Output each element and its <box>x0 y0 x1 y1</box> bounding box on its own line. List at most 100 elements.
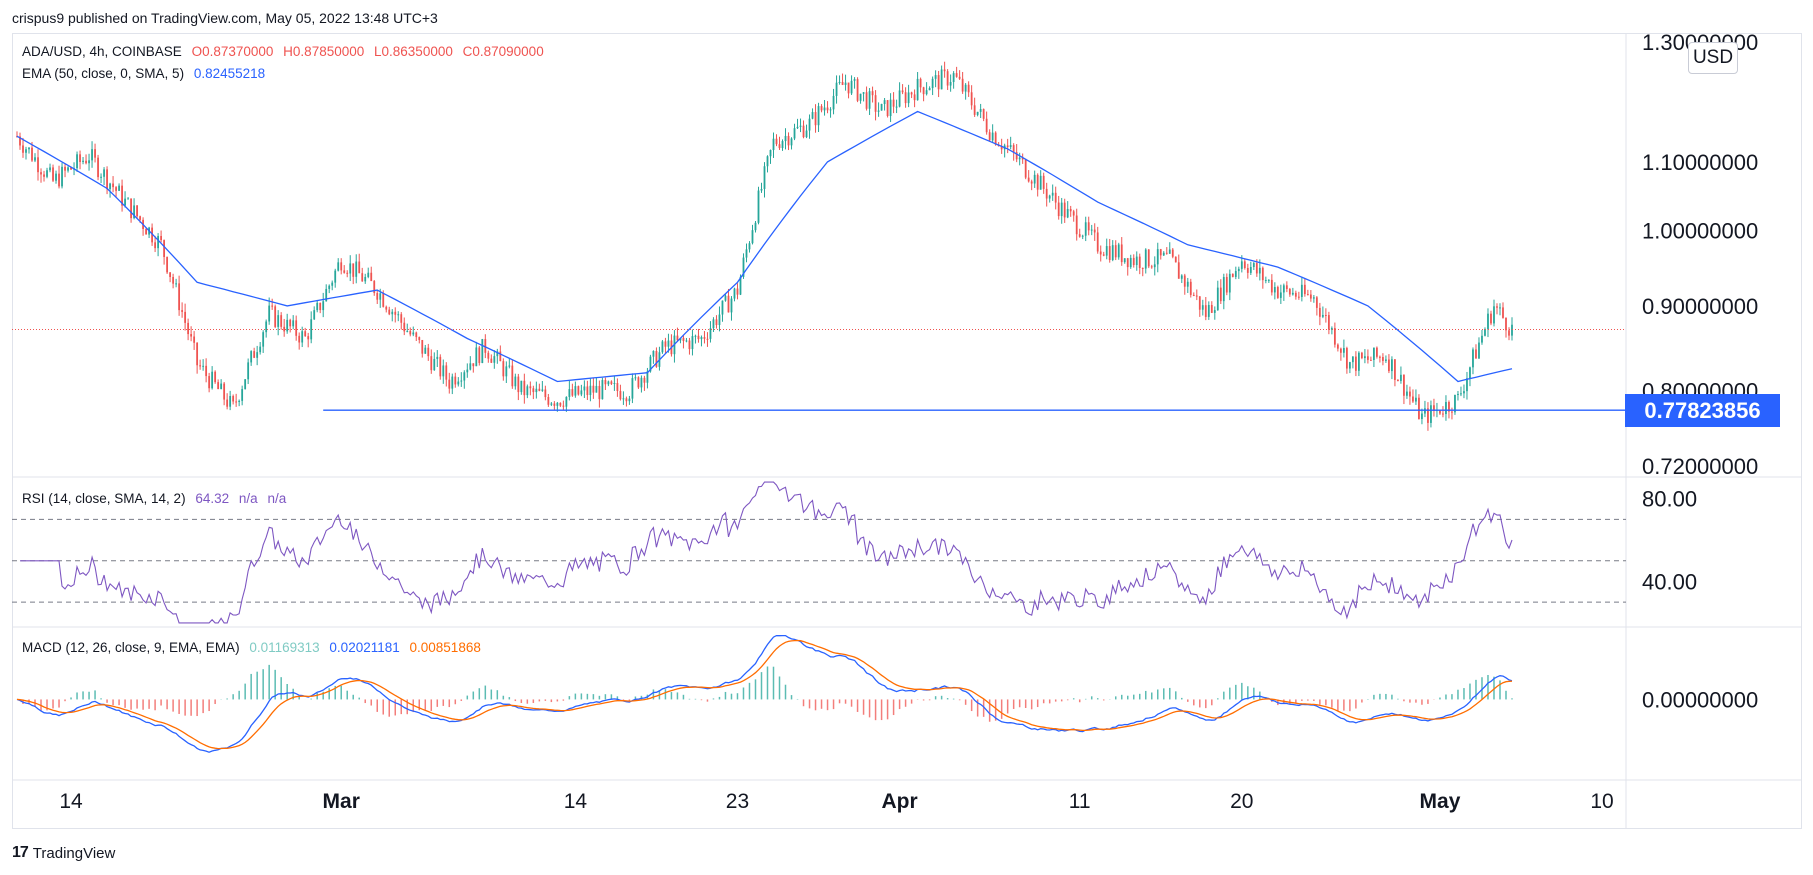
candle-body <box>292 320 295 327</box>
candle-body <box>1466 378 1468 392</box>
candle-body <box>787 135 790 146</box>
macd-hist-value: 0.01169313 <box>249 640 320 655</box>
candle-body <box>406 331 409 333</box>
candle-body <box>832 95 835 110</box>
macd-line-value: 0.02021181 <box>329 640 400 655</box>
candle-body <box>409 331 412 335</box>
low-value: L0.86350000 <box>374 44 453 59</box>
candle-body <box>1075 215 1078 235</box>
candle-body <box>1324 314 1327 316</box>
candle-body <box>1472 349 1474 368</box>
candle-body <box>928 88 931 91</box>
candle-body <box>1162 252 1165 256</box>
candle-body <box>49 167 51 171</box>
candle-body <box>514 376 517 387</box>
candle-body <box>310 319 313 340</box>
candle-body <box>307 336 310 340</box>
candle-body <box>211 371 214 389</box>
candle-body <box>742 257 745 277</box>
candle-body <box>58 173 60 187</box>
candle-body <box>439 356 442 377</box>
candle-body <box>1373 347 1375 361</box>
candle-body <box>592 385 595 393</box>
tradingview-logo[interactable]: 17 TradingView <box>12 844 115 862</box>
rsi-pane <box>12 481 1626 624</box>
candle-body <box>355 261 358 277</box>
candle-body <box>757 190 760 223</box>
ema-label[interactable]: EMA (50, close, 0, SMA, 5) <box>22 66 185 81</box>
candle-body <box>493 356 496 363</box>
candle-body <box>232 396 235 402</box>
candle-body <box>169 272 172 277</box>
candle-body <box>1195 295 1198 297</box>
candle-body <box>874 95 877 112</box>
chart-frame[interactable] <box>12 33 1802 829</box>
time-tick-label: 10 <box>1590 790 1613 813</box>
candle-body <box>1354 356 1357 371</box>
candle-body <box>37 157 39 173</box>
rsi-line <box>20 481 1513 624</box>
candle-body <box>223 383 226 400</box>
candle-body <box>175 283 178 285</box>
candle-body <box>1385 359 1387 361</box>
candle-body <box>1198 296 1201 310</box>
candle-body <box>1475 349 1477 359</box>
candle-body <box>187 322 190 335</box>
candle-body <box>1054 192 1057 203</box>
candle-body <box>862 92 865 94</box>
candle-body <box>1102 254 1105 256</box>
candle-body <box>361 273 364 282</box>
candle-body <box>1333 328 1336 345</box>
candle-body <box>388 309 391 315</box>
candle-body <box>1490 313 1492 324</box>
candle-body <box>991 132 994 141</box>
candle-body <box>430 356 433 371</box>
candle-body <box>1306 294 1309 296</box>
candle-body <box>214 371 217 383</box>
rsi-label[interactable]: RSI (14, close, SMA, 14, 2) <box>22 491 186 506</box>
candle-body <box>1469 367 1471 379</box>
candle-body <box>133 205 135 219</box>
candle-body <box>1006 145 1009 148</box>
candle-body <box>595 385 598 393</box>
candle-body <box>952 73 955 83</box>
candle-body <box>1363 356 1366 359</box>
candle-body <box>763 166 766 189</box>
candle-body <box>1357 352 1360 371</box>
candle-body <box>802 125 805 138</box>
candle-body <box>109 183 111 190</box>
candle-body <box>1081 235 1084 237</box>
candle-body <box>910 92 913 95</box>
candle-body <box>25 149 27 153</box>
candle-body <box>1066 208 1069 218</box>
candle-body <box>1045 188 1048 199</box>
symbol-label[interactable]: ADA/USD, 4h, COINBASE <box>22 44 182 59</box>
candle-body <box>913 94 916 101</box>
candle-body <box>1105 246 1108 256</box>
price-legend: ADA/USD, 4h, COINBASE O0.87370000 H0.878… <box>22 44 550 59</box>
candle-body <box>64 166 66 171</box>
price-tick-label: 1.00000000 <box>1642 218 1758 243</box>
candle-body <box>1463 391 1465 394</box>
candle-body <box>1186 281 1189 287</box>
price-tick-label: 0.72000000 <box>1642 454 1758 479</box>
ema-value: 0.82455218 <box>193 66 266 81</box>
horizontal-line-price-tag[interactable]: 0.77823856 <box>1625 394 1780 428</box>
candle-body <box>520 380 523 393</box>
currency-badge[interactable]: USD <box>1688 42 1738 74</box>
macd-line <box>16 634 1513 753</box>
candle-body <box>745 249 748 258</box>
candle-body <box>442 365 445 377</box>
candle-body <box>286 319 289 332</box>
candle-body <box>1424 408 1426 414</box>
candle-body <box>259 346 262 353</box>
macd-label[interactable]: MACD (12, 26, close, 9, EMA, EMA) <box>22 640 240 655</box>
candle-body <box>1342 348 1345 353</box>
candle-body <box>631 378 634 399</box>
candle-body <box>1216 287 1219 311</box>
candle-body <box>1454 394 1456 413</box>
candle-body <box>820 106 823 111</box>
candle-body <box>163 240 166 258</box>
candle-body <box>946 71 949 86</box>
